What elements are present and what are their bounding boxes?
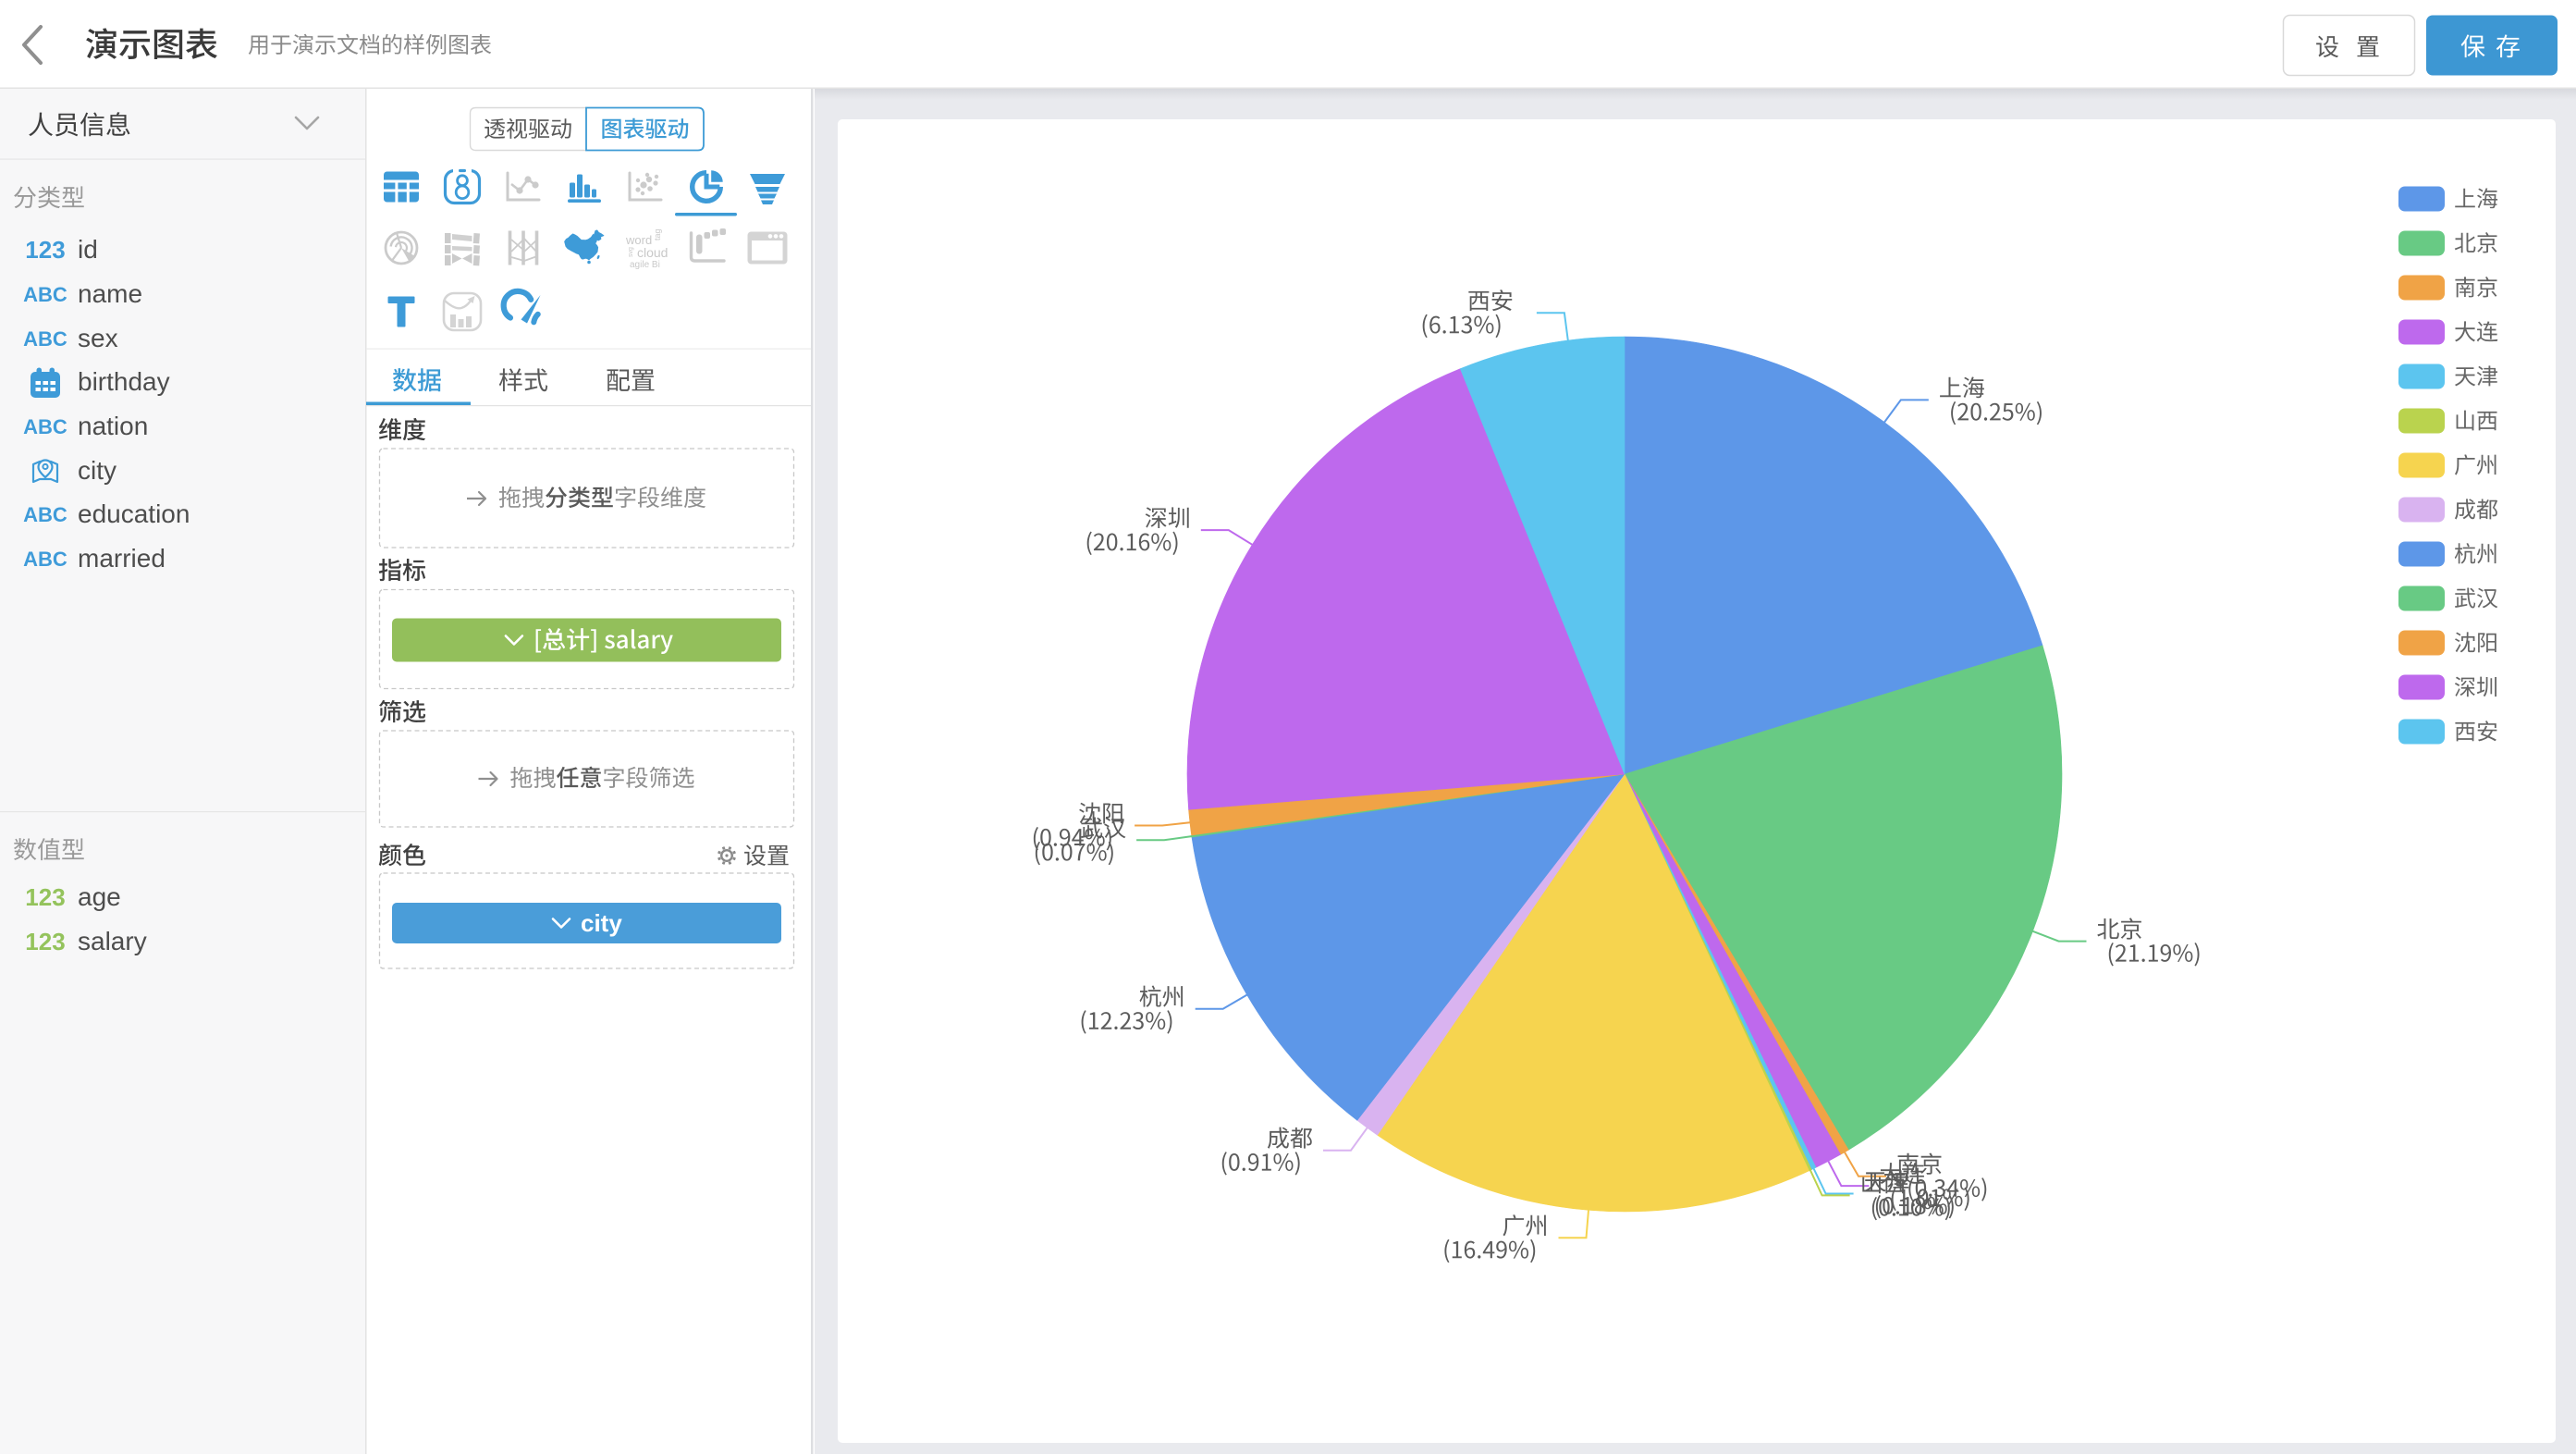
svg-text:city: city — [78, 456, 117, 485]
svg-text:ABC: ABC — [23, 283, 67, 306]
svg-text:123: 123 — [25, 928, 65, 955]
svg-text:ABC: ABC — [23, 503, 67, 526]
svg-text:ABC: ABC — [23, 327, 67, 351]
svg-text:id: id — [78, 235, 98, 264]
svg-text:123: 123 — [25, 236, 65, 264]
svg-text:salary: salary — [78, 927, 147, 955]
svg-text:ABC: ABC — [23, 415, 67, 438]
svg-text:agile Bi: agile Bi — [630, 260, 660, 270]
svg-text:svg: svg — [628, 247, 634, 257]
svg-text:name: name — [78, 279, 142, 308]
svg-text:sex: sex — [78, 324, 118, 352]
svg-text:education: education — [78, 499, 190, 528]
svg-text:age: age — [78, 882, 121, 911]
svg-text:married: married — [78, 544, 166, 573]
svg-text:word: word — [625, 233, 652, 247]
svg-text:cloud: cloud — [637, 245, 668, 260]
svg-text:birthday: birthday — [78, 367, 170, 396]
svg-text:123: 123 — [25, 883, 65, 911]
svg-text:ABC: ABC — [23, 548, 67, 571]
svg-text:city: city — [581, 909, 622, 937]
svg-text:nation: nation — [78, 412, 148, 440]
svg-text:tag: tag — [653, 228, 662, 240]
